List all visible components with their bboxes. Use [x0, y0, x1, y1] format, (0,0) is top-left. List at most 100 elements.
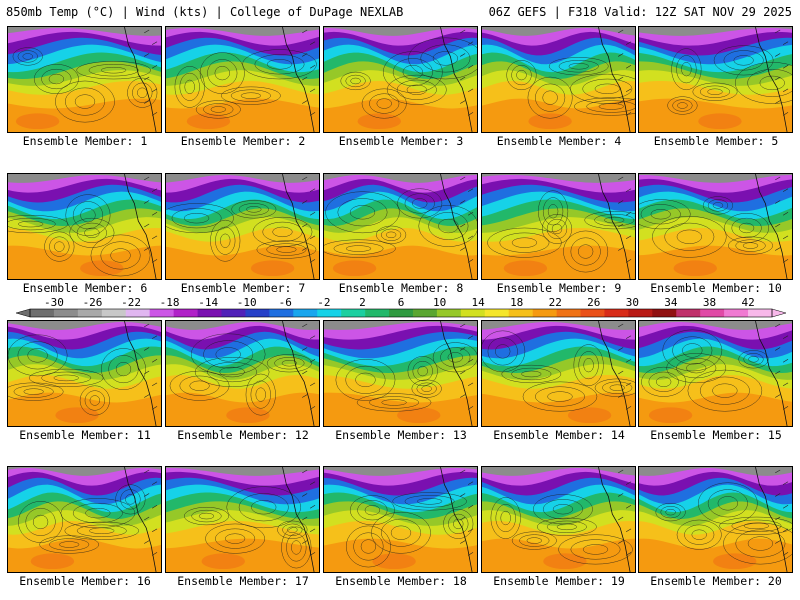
ensemble-map-panel [7, 173, 162, 280]
temperature-field-map [166, 174, 319, 279]
colorbar-arrow-right [771, 308, 787, 318]
colorbar-tick-label: 6 [398, 296, 405, 309]
colorbar-tick-label: 26 [587, 296, 600, 309]
temperature-field-map [324, 27, 477, 132]
temperature-field-map [639, 321, 792, 426]
ensemble-map-panel [323, 173, 478, 280]
colorbar-segment [221, 309, 246, 317]
ensemble-map-panel [165, 466, 320, 573]
ensemble-map-panel [481, 320, 636, 427]
ensemble-map-panel [7, 320, 162, 427]
ensemble-map-panel [323, 466, 478, 573]
ensemble-member-label: Ensemble Member: 2 [180, 134, 306, 148]
ensemble-member-label: Ensemble Member: 15 [650, 428, 782, 442]
colorbar-segment [460, 309, 486, 317]
ensemble-map-panel [638, 466, 793, 573]
colorbar-segment [389, 309, 414, 317]
temperature-colorbar: -30 -26 -22 -18 -14 -10 -6 -2 2 6 10 14 18 22 26 30 34 38… [15, 296, 787, 318]
temperature-field-map [8, 174, 161, 279]
colorbar-tick-label: 2 [359, 296, 366, 309]
colorbar-tick-label: 42 [741, 296, 754, 309]
colorbar-tick-label: 14 [471, 296, 485, 309]
colorbar-segment [604, 309, 629, 317]
colorbar-segment [30, 309, 55, 317]
ensemble-map-panel [481, 466, 636, 573]
colorbar-tick-label: 22 [549, 296, 562, 309]
ensemble-map-panel [165, 320, 320, 427]
ensemble-map-panel [481, 26, 636, 133]
colorbar-tick-label: 38 [703, 296, 716, 309]
ensemble-member-label: Ensemble Member: 7 [180, 281, 306, 295]
ensemble-member-label: Ensemble Member: 13 [335, 428, 467, 442]
ensemble-member-label: Ensemble Member: 16 [19, 574, 151, 588]
ensemble-map-panel [481, 173, 636, 280]
temperature-field-map [639, 467, 792, 572]
colorbar-arrow-left [15, 308, 31, 318]
ensemble-member-label: Ensemble Member: 4 [496, 134, 622, 148]
ensemble-map-panel [638, 173, 793, 280]
colorbar-segment [436, 309, 462, 317]
ensemble-map-panel [323, 26, 478, 133]
ensemble-map-panel [165, 26, 320, 133]
ensemble-map-panel [638, 320, 793, 427]
colorbar-segment [556, 309, 581, 317]
colorbar-segment [149, 309, 174, 317]
colorbar-segment [412, 309, 438, 317]
ensemble-member-label: Ensemble Member: 17 [177, 574, 309, 588]
colorbar-tick-label: 18 [510, 296, 523, 309]
colorbar-segment [53, 309, 79, 317]
temperature-field-map [324, 467, 477, 572]
colorbar-segment [173, 309, 198, 317]
colorbar-tick-label: 30 [626, 296, 639, 309]
colorbar-segment [317, 309, 342, 317]
colorbar-segment [628, 309, 653, 317]
colorbar-segment [508, 309, 533, 317]
colorbar-segment [365, 309, 390, 317]
colorbar-tick-label: -30 [44, 296, 64, 309]
temperature-field-map [166, 467, 319, 572]
temperature-field-map [482, 321, 635, 426]
ensemble-member-label: Ensemble Member: 19 [493, 574, 625, 588]
temperature-field-map [482, 467, 635, 572]
colorbar-segment [101, 309, 127, 317]
colorbar-segment [269, 309, 294, 317]
temperature-field-map [639, 27, 792, 132]
temperature-field-map [166, 321, 319, 426]
colorbar-segment [676, 309, 701, 317]
ensemble-member-label: Ensemble Member: 11 [19, 428, 151, 442]
temperature-field-map [482, 174, 635, 279]
ensemble-member-label: Ensemble Member: 9 [496, 281, 622, 295]
colorbar-segment [724, 309, 749, 317]
colorbar-tick-label: -2 [317, 296, 330, 309]
temperature-field-map [8, 321, 161, 426]
ensemble-map-panel [638, 26, 793, 133]
temperature-field-map [324, 321, 477, 426]
ensemble-member-label: Ensemble Member: 1 [22, 134, 148, 148]
colorbar-tick-label: 34 [664, 296, 678, 309]
colorbar-tick-label: -10 [237, 296, 257, 309]
temperature-field-map [8, 27, 161, 132]
ensemble-map-panel [7, 466, 162, 573]
ensemble-member-label: Ensemble Member: 18 [335, 574, 467, 588]
colorbar-segment [77, 309, 103, 317]
temperature-field-map [324, 174, 477, 279]
colorbar-tick-label: -6 [279, 296, 292, 309]
ensemble-member-label: Ensemble Member: 8 [338, 281, 464, 295]
ensemble-member-label: Ensemble Member: 5 [653, 134, 779, 148]
model-run-info: 06Z GEFS | F318 Valid: 12Z SAT NOV 29 20… [488, 5, 792, 19]
temperature-field-map [639, 174, 792, 279]
ensemble-member-label: Ensemble Member: 10 [650, 281, 782, 295]
colorbar-segment [652, 309, 677, 317]
ensemble-map-panel [323, 320, 478, 427]
colorbar-segment [484, 309, 510, 317]
ensemble-map-panel [7, 26, 162, 133]
colorbar-segment [748, 309, 773, 317]
ensemble-map-panel [165, 173, 320, 280]
colorbar-segment [700, 309, 725, 317]
colorbar-segment [125, 309, 150, 317]
map-title: 850mb Temp (°C) | Wind (kts) | College o… [6, 5, 404, 19]
ensemble-member-label: Ensemble Member: 20 [650, 574, 782, 588]
ensemble-member-label: Ensemble Member: 3 [338, 134, 464, 148]
ensemble-member-label: Ensemble Member: 14 [493, 428, 625, 442]
colorbar-segment [293, 309, 318, 317]
